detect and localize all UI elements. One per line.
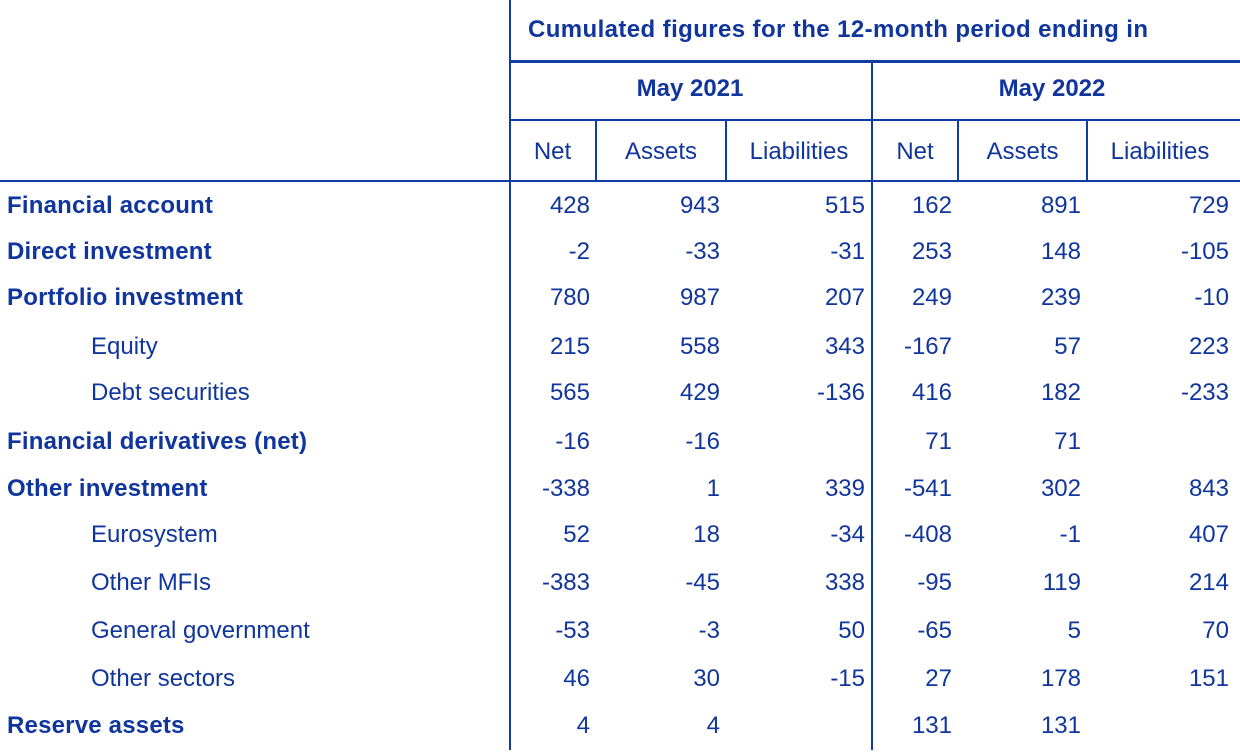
cell: -383 <box>541 569 590 596</box>
cell: 27 <box>925 665 952 692</box>
table-title: Cumulated figures for the 12-month perio… <box>528 16 1149 43</box>
cell: -45 <box>685 569 720 596</box>
cell: -16 <box>555 428 590 455</box>
cell: 151 <box>1188 665 1229 692</box>
cell: 407 <box>1188 521 1229 548</box>
divider-col-assets-2021 <box>725 120 727 180</box>
row-label-equity: Equity <box>91 333 158 360</box>
rule-under-periods <box>509 119 1240 121</box>
col-assets-2022: Assets <box>986 138 1059 165</box>
cell: 215 <box>549 333 590 360</box>
cell: 52 <box>563 521 590 548</box>
cell: 339 <box>824 475 865 502</box>
cell: 343 <box>824 333 865 360</box>
cell: 71 <box>925 428 952 455</box>
row-label-other-investment: Other investment <box>7 475 208 502</box>
cell: 891 <box>1040 192 1081 219</box>
cell: -53 <box>555 617 590 644</box>
cell: 515 <box>824 192 865 219</box>
cell: 131 <box>1040 712 1081 739</box>
cell: 178 <box>1040 665 1081 692</box>
cell: 207 <box>824 284 865 311</box>
cell: -408 <box>903 521 952 548</box>
period-may-2021: May 2021 <box>636 75 744 102</box>
cell: 119 <box>1042 569 1081 596</box>
cell: 182 <box>1040 379 1081 406</box>
cell: 428 <box>549 192 590 219</box>
divider-col-net-2021 <box>595 120 597 180</box>
cell: -15 <box>830 665 865 692</box>
cell: -167 <box>903 333 952 360</box>
col-liabilities-2022: Liabilities <box>1110 138 1210 165</box>
row-label-financial-account: Financial account <box>7 192 214 219</box>
cell: -95 <box>917 569 952 596</box>
cell: -3 <box>698 617 720 644</box>
cell: 558 <box>679 333 720 360</box>
cell: 30 <box>693 665 720 692</box>
divider-col-net-2022 <box>957 120 959 180</box>
rule-under-column-heads <box>0 180 1240 182</box>
row-label-direct-investment: Direct investment <box>7 238 212 265</box>
cell: 429 <box>679 379 720 406</box>
cell: 5 <box>1067 617 1081 644</box>
row-label-other-mfis: Other MFIs <box>91 569 212 596</box>
cell: -65 <box>917 617 952 644</box>
cell: 239 <box>1040 284 1081 311</box>
cell: 729 <box>1188 192 1229 219</box>
rule-under-title <box>509 60 1240 63</box>
cell: -16 <box>685 428 720 455</box>
cell: 223 <box>1188 333 1229 360</box>
cell: 416 <box>911 379 952 406</box>
period-may-2022: May 2022 <box>998 75 1106 102</box>
divider-left <box>509 0 511 750</box>
cell: -541 <box>903 475 952 502</box>
cell: -2 <box>568 238 590 265</box>
cell: -33 <box>685 238 720 265</box>
cell: 253 <box>911 238 952 265</box>
cell: 780 <box>549 284 590 311</box>
cell: 565 <box>549 379 590 406</box>
col-net-2022: Net <box>896 138 934 165</box>
cell: 4 <box>576 712 590 739</box>
row-label-debt-securities: Debt securities <box>91 379 250 406</box>
row-label-reserve-assets: Reserve assets <box>7 712 185 739</box>
cell: -34 <box>830 521 865 548</box>
cell: 249 <box>911 284 952 311</box>
divider-col-assets-2022 <box>1086 120 1088 180</box>
cell: 18 <box>693 521 720 548</box>
cell: -136 <box>816 379 865 406</box>
cell: 162 <box>911 192 952 219</box>
col-net-2021: Net <box>533 138 572 165</box>
cell: 131 <box>911 712 952 739</box>
cell: 46 <box>563 665 590 692</box>
cell: -1 <box>1059 521 1081 548</box>
cell: 987 <box>679 284 720 311</box>
cell: 302 <box>1040 475 1081 502</box>
cell: 338 <box>824 569 865 596</box>
cell: -233 <box>1180 379 1229 406</box>
cell: -338 <box>541 475 590 502</box>
col-assets-2021: Assets <box>624 138 698 165</box>
cell: 50 <box>838 617 865 644</box>
row-label-portfolio-investment: Portfolio investment <box>7 284 244 311</box>
divider-period <box>871 62 873 750</box>
row-label-general-government: General government <box>91 617 310 644</box>
cell: -10 <box>1194 284 1229 311</box>
cell: 214 <box>1188 569 1229 596</box>
row-label-other-sectors: Other sectors <box>91 665 236 692</box>
cell: 71 <box>1054 428 1081 455</box>
row-label-eurosystem: Eurosystem <box>91 521 218 548</box>
row-label-financial-derivatives: Financial derivatives (net) <box>7 428 308 455</box>
cell: 148 <box>1040 238 1081 265</box>
cell: 57 <box>1054 333 1081 360</box>
col-liabilities-2021: Liabilities <box>749 138 849 165</box>
cell: 943 <box>679 192 720 219</box>
cell: -105 <box>1180 238 1229 265</box>
cell: -31 <box>830 238 865 265</box>
cell: 4 <box>706 712 720 739</box>
cell: 843 <box>1188 475 1229 502</box>
cell: 1 <box>706 475 720 502</box>
cell: 70 <box>1202 617 1229 644</box>
